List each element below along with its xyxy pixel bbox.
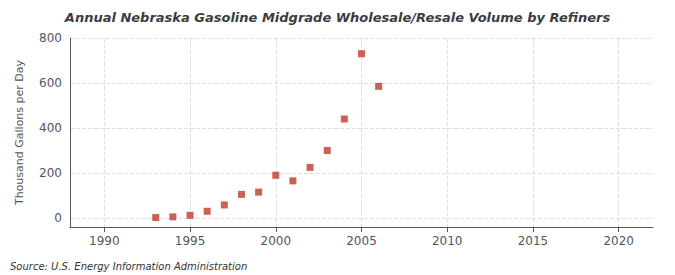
svg-text:2005: 2005 <box>346 234 377 248</box>
svg-text:800: 800 <box>39 31 62 45</box>
svg-text:600: 600 <box>39 76 62 90</box>
svg-text:1990: 1990 <box>89 234 120 248</box>
svg-text:2015: 2015 <box>518 234 549 248</box>
svg-text:Source: U.S. Energy Informatio: Source: U.S. Energy Information Administ… <box>10 261 247 272</box>
svg-text:Annual Nebraska Gasoline Midgr: Annual Nebraska Gasoline Midgrade Wholes… <box>64 10 611 25</box>
svg-text:Thousand Gallons per Day: Thousand Gallons per Day <box>13 59 26 206</box>
svg-text:2010: 2010 <box>432 234 463 248</box>
svg-text:1995: 1995 <box>175 234 206 248</box>
svg-text:2000: 2000 <box>260 234 291 248</box>
svg-text:2020: 2020 <box>603 234 634 248</box>
svg-text:0: 0 <box>54 211 62 225</box>
svg-text:200: 200 <box>39 166 62 180</box>
svg-text:400: 400 <box>39 121 62 135</box>
